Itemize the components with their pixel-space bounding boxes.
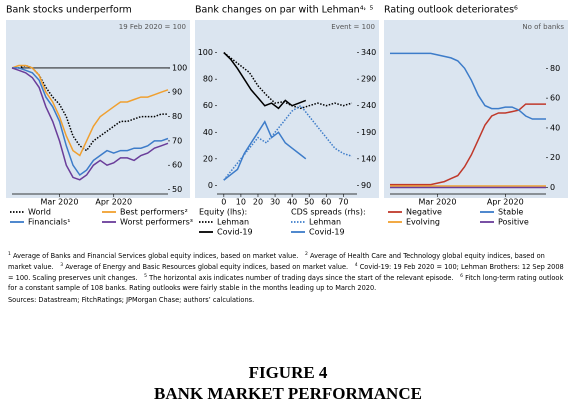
panel-subtitle: No of banks <box>522 23 564 31</box>
note-marker: 4 <box>354 263 358 269</box>
sources: Sources: Datastream; FitchRatings; JPMor… <box>8 295 255 304</box>
y2-tick-label: 290 <box>361 75 376 84</box>
y-tick-label: 80 <box>203 75 213 84</box>
y-tick-label: 60 <box>172 161 182 170</box>
legend-label: Best performers² <box>120 208 188 217</box>
y2-tick-label: 140 <box>361 154 376 163</box>
note-text: Average of Energy and Basic Resources gl… <box>65 263 349 272</box>
y-tick-label: 50 <box>172 185 182 194</box>
y2-tick-label: 90 <box>361 181 371 190</box>
plot-background <box>6 20 190 198</box>
x-tick-label: 10 <box>236 198 246 207</box>
note-marker: 6 <box>460 274 464 280</box>
series-line <box>390 103 546 186</box>
panel-title: Bank changes on par with Lehman⁴˒ ⁵ <box>195 5 373 16</box>
y2-tick-label: 190 <box>361 128 376 137</box>
notes: 1 Average of Banks and Financial Service… <box>8 250 568 305</box>
note-text: Average of Banks and Financial Services … <box>12 252 299 261</box>
legend-label: Covid-19 <box>217 228 253 237</box>
y-tick-label: 60 <box>203 101 213 110</box>
figure-caption: FIGURE 4 BANK MARKET PERFORMANCE <box>0 362 576 404</box>
series-line <box>12 67 169 177</box>
note-marker: 5 <box>144 274 148 280</box>
x-tick-label: 30 <box>270 198 280 207</box>
legend-label: Lehman <box>217 218 249 227</box>
legend-group-label: Equity (lhs): <box>199 208 247 217</box>
y-tick-label: 70 <box>172 136 182 145</box>
y-tick-label: 40 <box>550 123 560 132</box>
x-tick-label: 40 <box>287 198 297 207</box>
legend-label: Stable <box>498 208 523 217</box>
x-tick-label: 60 <box>321 198 331 207</box>
x-tick-label: 70 <box>338 198 348 207</box>
y-tick-label: 100 <box>172 63 187 72</box>
y2-tick-label: 340 <box>361 48 376 57</box>
x-tick-label: Apr 2020 <box>487 198 524 207</box>
series-line <box>12 64 168 152</box>
y-tick-label: 40 <box>203 128 213 137</box>
footnotes: 1 Average of Banks and Financial Service… <box>8 250 568 293</box>
y-tick-label: 20 <box>550 153 560 162</box>
y-tick-label: 80 <box>172 112 182 121</box>
legend-label: Evolving <box>406 218 440 227</box>
legend-label: Worst performers³ <box>120 218 193 227</box>
legend-label: World <box>28 208 51 217</box>
y-tick-label: 90 <box>172 88 182 97</box>
y-tick-label: 80 <box>550 64 560 73</box>
y-tick-label: 0 <box>550 183 555 192</box>
legend-label: Lehman <box>309 218 341 227</box>
x-tick-label: 0 <box>221 198 226 207</box>
series-line <box>223 52 353 110</box>
legend-label: Financials¹ <box>28 218 70 227</box>
note-marker: 2 <box>304 252 308 257</box>
series-line <box>223 52 307 110</box>
panel-subtitle: Event = 100 <box>331 23 375 31</box>
legend-label: Negative <box>406 208 442 217</box>
x-tick-label: 20 <box>253 198 263 207</box>
charts: Bank stocks underperform 19 Feb 2020 = 10… <box>6 5 568 237</box>
y-tick-label: 100 <box>198 48 213 57</box>
series-line <box>11 64 169 157</box>
panel-title: Bank stocks underperform <box>6 5 132 16</box>
series-line <box>11 67 169 181</box>
note-marker: 3 <box>60 263 64 269</box>
figure-number: FIGURE 4 <box>248 363 328 382</box>
note-text: Fitch long-term rating outlook for a con… <box>8 274 564 292</box>
legend-label: Covid-19 <box>309 228 345 237</box>
x-tick-label: 50 <box>304 198 314 207</box>
plot-background <box>384 20 568 198</box>
note-text: Covid-19: 19 Feb 2020 = 100; Lehman Brot… <box>8 263 564 283</box>
y2-tick-label: 240 <box>361 101 376 110</box>
note-text: The horizontal axis indicates number of … <box>149 274 454 283</box>
figure-title: BANK MARKET PERFORMANCE <box>154 384 422 403</box>
panel-subtitle: 19 Feb 2020 = 100 <box>119 23 186 31</box>
note-marker: 1 <box>8 252 11 257</box>
y-tick-label: 60 <box>550 94 560 103</box>
note-text: Average of Health Care and Technology gl… <box>8 252 545 272</box>
series-line <box>223 120 307 181</box>
legend-group-label: CDS spreads (rhs): <box>291 208 366 217</box>
y-tick-label: 0 <box>208 181 213 190</box>
x-tick-label: Apr 2020 <box>95 198 132 207</box>
x-tick-label: Mar 2020 <box>418 198 456 207</box>
plot-background <box>195 20 379 198</box>
series-line <box>390 52 546 120</box>
x-tick-label: Mar 2020 <box>40 198 78 207</box>
panel-title: Rating outlook deteriorates⁶ <box>384 5 518 16</box>
y-tick-label: 20 <box>203 154 213 163</box>
legend-label: Positive <box>498 218 529 227</box>
